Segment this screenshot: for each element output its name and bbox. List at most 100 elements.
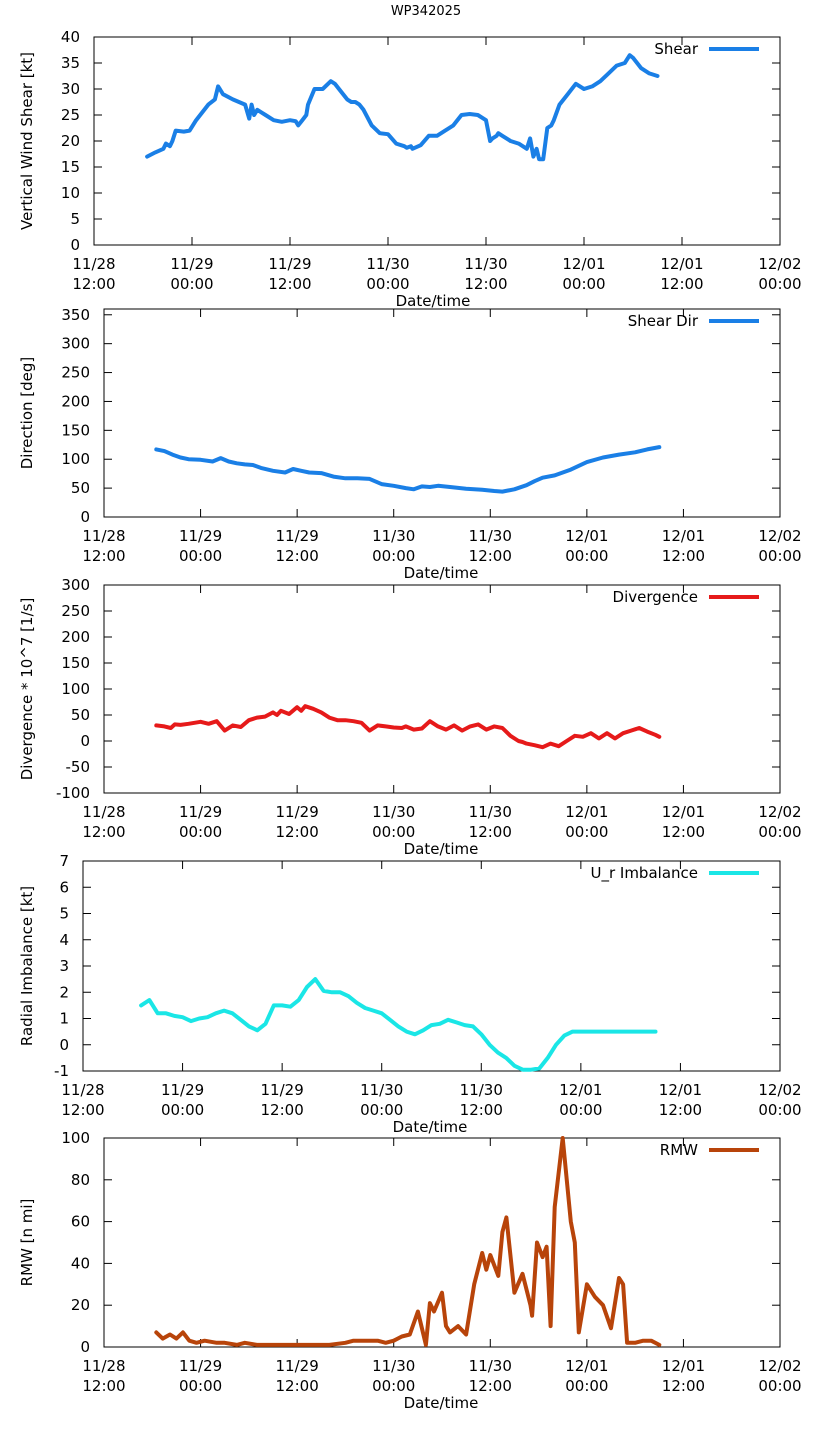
y-tick-label: 0 (80, 732, 90, 750)
x-tick-date: 11/30 (469, 803, 512, 821)
series-line-divergence (154, 704, 662, 750)
x-tick-time: 00:00 (758, 1101, 801, 1119)
y-tick-label: 25 (61, 106, 80, 124)
x-tick-time: 12:00 (82, 823, 125, 841)
chart-panel-4: -1 0 1 2 3 4 5 6 7 11/28 12:00 11/29 00:00 11/29 12:00… (18, 852, 802, 1136)
y-axis-label: RMW [n mi] (18, 1199, 36, 1287)
y-tick-label: 20 (71, 1296, 90, 1314)
y-tick-label: 50 (71, 479, 90, 497)
figure-title: WP342025 (391, 4, 461, 19)
x-tick-time: 00:00 (758, 547, 801, 565)
x-tick-time: 00:00 (562, 275, 605, 293)
legend-label: Divergence (613, 588, 698, 606)
x-tick-time: 00:00 (559, 1101, 602, 1119)
x-tick-date: 11/29 (179, 803, 222, 821)
y-tick-label: -100 (56, 784, 90, 802)
x-tick-date: 11/28 (72, 255, 115, 273)
legend-label: Shear Dir (628, 312, 699, 330)
y-tick-label: 100 (61, 680, 90, 698)
x-tick-date: 11/29 (170, 255, 213, 273)
x-tick-date: 12/01 (562, 255, 605, 273)
x-tick-time: 12:00 (469, 1377, 512, 1395)
y-tick-label: -50 (66, 758, 91, 776)
x-tick-date: 12/01 (565, 1357, 608, 1375)
y-tick-label: 200 (61, 628, 90, 646)
y-tick-label: 35 (61, 54, 80, 72)
y-tick-label: -1 (54, 1062, 69, 1080)
x-tick-time: 12:00 (82, 547, 125, 565)
x-tick-date: 11/30 (366, 255, 409, 273)
y-tick-label: 300 (61, 335, 90, 353)
y-tick-label: 15 (61, 158, 80, 176)
x-tick-time: 00:00 (758, 275, 801, 293)
legend-label: Shear (654, 40, 698, 58)
x-tick-date: 11/28 (82, 527, 125, 545)
x-tick-date: 12/01 (660, 255, 703, 273)
y-tick-label: 250 (61, 364, 90, 382)
x-tick-date: 12/02 (758, 803, 801, 821)
x-tick-time: 12:00 (659, 1101, 702, 1119)
y-tick-label: 250 (61, 602, 90, 620)
y-tick-label: 30 (61, 80, 80, 98)
x-tick-date: 11/30 (372, 803, 415, 821)
y-tick-label: 7 (59, 852, 69, 870)
x-tick-time: 12:00 (268, 275, 311, 293)
plot-frame (82, 860, 781, 1072)
y-tick-label: 20 (61, 132, 80, 150)
x-axis-label: Date/time (393, 1118, 468, 1136)
x-tick-time: 00:00 (565, 547, 608, 565)
x-tick-date: 11/30 (372, 527, 415, 545)
x-tick-date: 11/28 (61, 1081, 104, 1099)
y-tick-label: 300 (61, 576, 90, 594)
series-line-u-r-imbalance (139, 977, 658, 1072)
y-tick-label: 150 (61, 654, 90, 672)
x-tick-time: 00:00 (565, 823, 608, 841)
x-tick-time: 00:00 (565, 1377, 608, 1395)
y-tick-label: 6 (59, 878, 69, 896)
x-tick-date: 12/01 (565, 803, 608, 821)
y-tick-label: 5 (59, 905, 69, 923)
series-line-shear-dir (154, 445, 662, 494)
x-tick-time: 12:00 (276, 547, 319, 565)
x-tick-date: 11/30 (469, 1357, 512, 1375)
panels: 051015202530354011/2812:0011/2900:0011/2… (18, 28, 802, 1412)
x-tick-date: 12/02 (758, 527, 801, 545)
y-tick-label: 5 (70, 210, 80, 228)
y-tick-label: 100 (61, 1129, 90, 1147)
y-tick-label: 40 (71, 1254, 90, 1272)
chart-panel-3: -100 -50 0 50 100 150 200 250 300 11/28 12:00 11/29… (18, 576, 802, 858)
x-tick-date: 11/30 (464, 255, 507, 273)
y-tick-label: 0 (80, 1338, 90, 1356)
x-tick-date: 12/02 (758, 1081, 801, 1099)
x-tick-date: 12/02 (758, 1357, 801, 1375)
y-axis-label: Divergence * 10^7 [1/s] (18, 598, 36, 781)
y-tick-label: 1 (59, 1010, 69, 1028)
x-tick-date: 11/29 (276, 803, 319, 821)
y-tick-label: 150 (61, 421, 90, 439)
plot-frame (93, 36, 781, 246)
x-tick-date: 12/01 (662, 1357, 705, 1375)
y-tick-label: 3 (59, 957, 69, 975)
x-tick-date: 11/29 (268, 255, 311, 273)
plot-frame (103, 308, 781, 518)
x-tick-time: 00:00 (372, 1377, 415, 1395)
x-axis-label: Date/time (396, 292, 471, 310)
series-line-shear (145, 53, 660, 162)
x-tick-date: 11/30 (469, 527, 512, 545)
x-axis-label: Date/time (404, 1394, 479, 1412)
x-tick-time: 12:00 (662, 823, 705, 841)
x-tick-time: 00:00 (179, 547, 222, 565)
x-tick-time: 12:00 (662, 1377, 705, 1395)
y-tick-label: 50 (71, 706, 90, 724)
y-axis-label: Direction [deg] (18, 357, 36, 470)
x-tick-date: 11/28 (82, 1357, 125, 1375)
y-tick-label: 0 (70, 236, 80, 254)
x-tick-time: 00:00 (372, 547, 415, 565)
x-tick-time: 00:00 (360, 1101, 403, 1119)
x-tick-time: 12:00 (72, 275, 115, 293)
x-tick-date: 11/29 (179, 1357, 222, 1375)
x-tick-date: 12/01 (662, 527, 705, 545)
x-tick-time: 00:00 (372, 823, 415, 841)
x-tick-time: 00:00 (170, 275, 213, 293)
